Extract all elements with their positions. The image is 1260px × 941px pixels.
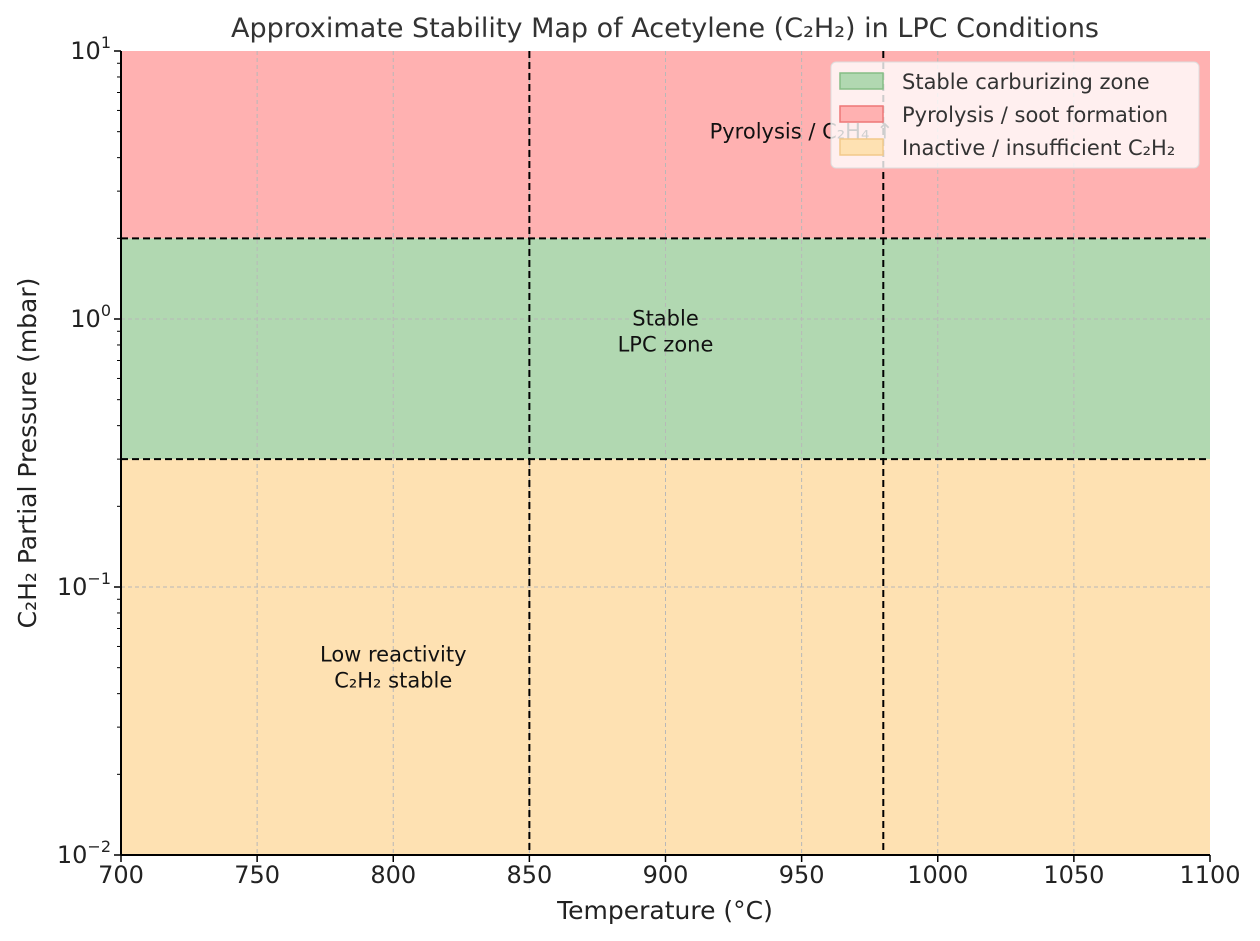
x-tick-label-1: 750 [234,861,280,889]
zone-annotation-1-line-0: Stable [632,306,699,330]
axes-layer: 700 750 800 850 900 950 1000 1050 1100 10−2 10−1 10… [57,33,1241,889]
x-tick-label-2: 800 [370,861,416,889]
legend-swatch-0 [839,72,884,90]
legend: Stable carburizing zone Pyrolysis / soot … [830,61,1200,169]
legend-swatch-1 [839,105,884,123]
legend-label-0: Stable carburizing zone [902,70,1150,94]
y-tick-label-3: 101 [70,33,111,65]
chart-title: Approximate Stability Map of Acetylene (… [231,13,1099,44]
y-tick-label-0: 10−2 [57,837,111,869]
x-tick-label-3: 850 [506,861,552,889]
x-tick-label-6: 1000 [907,861,968,889]
zone-annotation-2-line-0: Low reactivity [320,643,467,667]
legend-label-1: Pyrolysis / soot formation [902,103,1168,127]
x-tick-label-8: 1100 [1179,861,1240,889]
legend-swatch-2 [839,138,884,156]
zone-annotation-1-line-1: LPC zone [618,332,714,356]
x-tick-label-5: 950 [779,861,825,889]
zone-annotation-2-line-1: C₂H₂ stable [334,669,452,693]
x-axis-label: Temperature (°C) [556,896,773,925]
y-axis-label: C₂H₂ Partial Pressure (mbar) [13,278,42,629]
x-tick-label-7: 1050 [1043,861,1104,889]
y-tick-label-1: 10−1 [57,569,111,601]
x-tick-label-4: 900 [643,861,689,889]
legend-box [830,61,1200,169]
boundary-layer [121,51,1210,855]
y-tick-label-2: 100 [70,301,111,333]
x-tick-label-0: 700 [98,861,144,889]
legend-label-2: Inactive / insufficient C₂H₂ [902,136,1175,160]
grid-layer [121,51,1210,855]
